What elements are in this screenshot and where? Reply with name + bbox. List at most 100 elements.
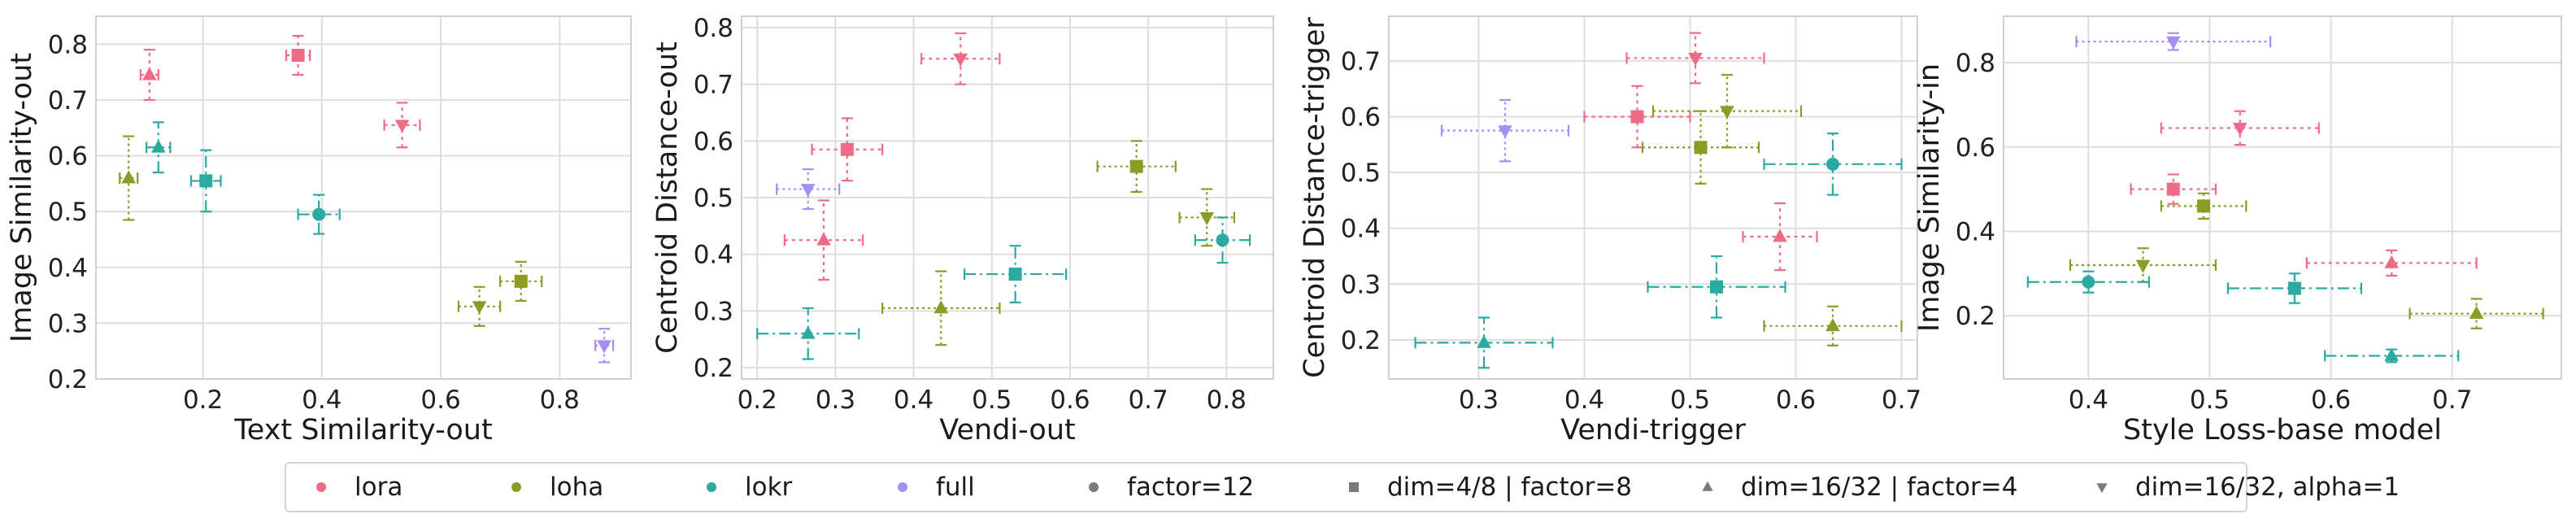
data-point-lokr <box>1763 132 1903 196</box>
legend-label: lokr <box>745 473 793 502</box>
marker-square <box>840 142 854 156</box>
legend: lora loha lokr full factor=12 dim=4/8 | … <box>285 462 2400 512</box>
marker-circle <box>1216 233 1229 247</box>
y-tick-label: 0.2 <box>1341 326 1381 355</box>
x-tick-label: 0.3 <box>816 385 855 415</box>
legend-marker-square-icon <box>1343 477 1364 498</box>
marker-triangle-down <box>1498 125 1512 139</box>
x-tick-label: 0.6 <box>1050 385 1090 415</box>
data-point-loha <box>2408 298 2544 329</box>
data-point-full <box>1440 98 1570 163</box>
y-tick-label: 0.4 <box>1956 217 1995 246</box>
legend-label: lora <box>355 473 403 502</box>
x-axis-label: Style Loss-base model <box>2123 414 2442 446</box>
data-point-lora <box>1583 85 1691 149</box>
x-axis-label: Vendi-out <box>939 414 1075 446</box>
data-point-lora <box>2160 110 2320 146</box>
marker-triangle-down <box>394 120 410 133</box>
x-axis-label: Text Similarity-out <box>233 414 492 446</box>
marker-triangle-up <box>816 232 831 246</box>
data-point-full <box>776 168 841 211</box>
marker-square <box>1630 110 1644 124</box>
x-tick-label: 0.4 <box>2069 385 2108 415</box>
y-tick-label: 0.7 <box>694 71 733 100</box>
data-point-loha <box>457 285 502 327</box>
marker-triangle-down <box>1199 211 1215 225</box>
data-point-lora <box>285 34 311 76</box>
legend-item-factor-12: factor=12 <box>1083 464 1254 511</box>
marker-triangle-down <box>1720 106 1734 120</box>
data-point-full <box>594 328 615 364</box>
x-tick-label: 0.2 <box>183 385 223 415</box>
marker-triangle-down <box>2233 123 2247 137</box>
y-tick-label: 0.6 <box>1956 133 1995 163</box>
marker-triangle-up <box>2469 306 2484 320</box>
marker-square <box>2197 199 2211 213</box>
y-tick-label: 0.4 <box>1341 215 1381 244</box>
legend-marker-circle-icon <box>892 477 913 498</box>
legend-label: dim=16/32 | factor=4 <box>1741 473 2018 502</box>
marker-circle <box>1826 157 1839 171</box>
marker-triangle-down <box>800 184 816 198</box>
marker-square <box>2166 182 2180 196</box>
marker-triangle-down <box>2135 259 2151 273</box>
data-point-lora <box>811 117 884 182</box>
data-point-lokr <box>2026 270 2151 294</box>
plot-frame <box>741 15 1274 380</box>
marker-square <box>1129 159 1143 173</box>
chart-panel-1: 0.2 0.4 0.6 0.8 0.2 0.3 0.4 0.5 0.6 0.7 0.8 Text Si… <box>6 15 632 446</box>
data-point-lokr <box>2324 347 2460 364</box>
legend-item-dim-4-8: dim=4/8 | factor=8 <box>1343 464 1632 511</box>
data-point-loha <box>1651 73 1803 149</box>
data-point-loha <box>499 260 543 303</box>
data-point-lora <box>2305 249 2478 277</box>
y-tick-label: 0.5 <box>48 198 88 227</box>
x-tick-label: 0.7 <box>1882 385 1921 415</box>
marker-triangle-up <box>150 139 166 153</box>
marker-triangle-up <box>933 300 949 314</box>
data-point-loha <box>1641 110 1760 185</box>
y-axis-label: Image Similarity-in <box>1913 63 1946 332</box>
data-point-loha <box>881 270 1001 346</box>
marker-square <box>1694 141 1708 155</box>
legend-item-dim-16-32-alpha: dim=16/32, alpha=1 <box>2091 464 2400 511</box>
x-tick-label: 0.7 <box>2432 385 2472 415</box>
legend-label: full <box>936 473 975 502</box>
y-axis-label: Image Similarity-out <box>6 53 38 342</box>
marker-triangle-up <box>1773 229 1787 242</box>
y-axis-label: Centroid Distance-out <box>651 41 684 354</box>
data-point-lokr <box>2226 272 2363 304</box>
data-point-lora <box>920 32 1001 85</box>
data-point-loha <box>2160 192 2247 220</box>
legend-item-full: full <box>892 464 975 511</box>
data-point-lora <box>139 49 159 102</box>
y-tick-label: 0.6 <box>48 142 88 172</box>
marker-square <box>1008 268 1022 281</box>
legend-item-loha: loha <box>506 464 603 511</box>
x-tick-label: 0.3 <box>1459 385 1499 415</box>
y-tick-label: 0.8 <box>48 30 88 59</box>
legend-label: factor=12 <box>1127 473 1255 502</box>
legend-marker-circle-icon <box>701 477 722 498</box>
y-tick-label: 0.5 <box>694 184 733 213</box>
data-point-full <box>2075 32 2272 51</box>
x-tick-label: 0.8 <box>540 385 580 415</box>
plot-frame <box>2003 15 2562 380</box>
y-tick-label: 0.4 <box>48 254 88 283</box>
marker-square <box>291 49 305 63</box>
x-tick-label: 0.8 <box>1207 385 1247 415</box>
legend-label: dim=16/32, alpha=1 <box>2135 473 2400 502</box>
x-tick-label: 0.6 <box>1776 385 1816 415</box>
marker-triangle-up <box>800 325 816 339</box>
marker-circle <box>312 207 326 221</box>
marker-triangle-up <box>2384 255 2400 268</box>
legend-marker-circle-icon <box>506 477 527 498</box>
marker-triangle-down <box>597 340 611 354</box>
plot-frame <box>1388 15 1918 380</box>
plot-frame <box>95 15 632 380</box>
marker-square <box>1710 280 1723 294</box>
marker-triangle-down <box>2165 36 2181 50</box>
x-tick-label: 0.4 <box>302 385 342 415</box>
x-tick-label: 0.4 <box>894 385 933 415</box>
y-tick-label: 0.4 <box>694 241 733 270</box>
